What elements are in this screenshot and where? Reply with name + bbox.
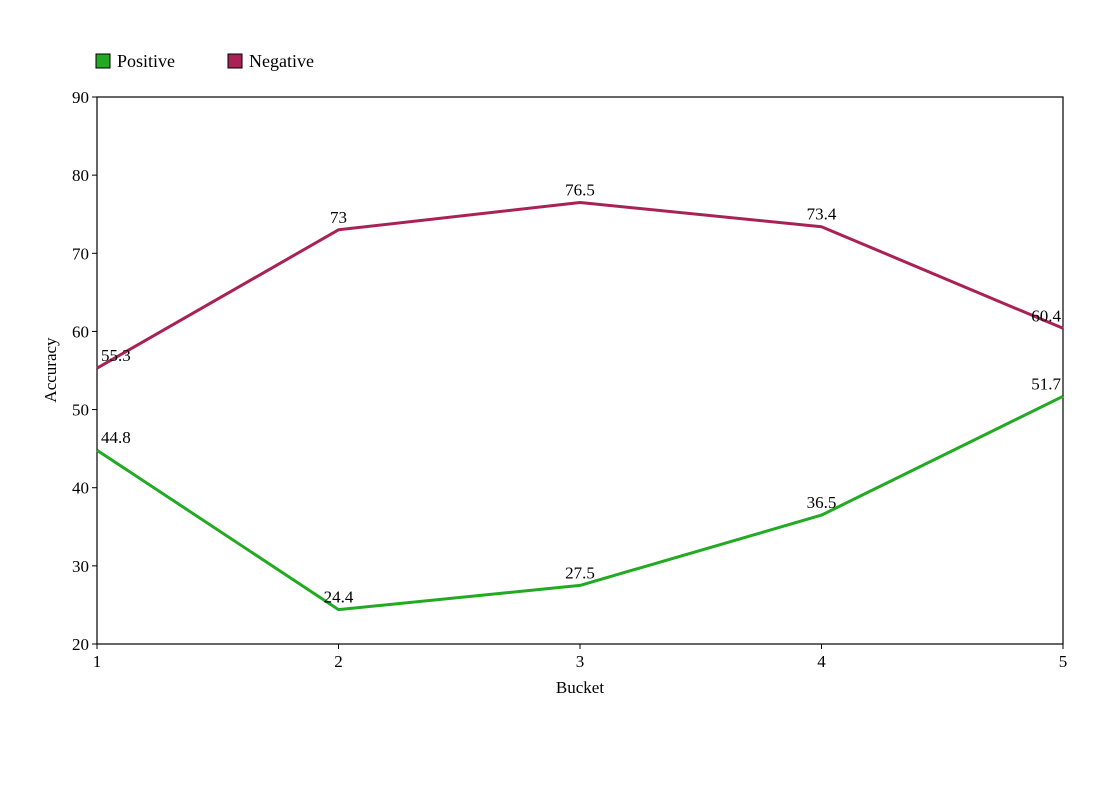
data-label: 55.3	[101, 346, 131, 365]
y-tick-label: 60	[72, 322, 89, 341]
x-tick-label: 1	[93, 652, 102, 671]
legend-swatch-negative	[227, 53, 243, 69]
x-tick-label: 4	[817, 652, 826, 671]
x-axis: 1 2 3 4 5	[93, 644, 1068, 671]
series-line-negative	[96, 201, 1064, 370]
data-label: 73	[330, 208, 347, 227]
y-tick-label: 20	[72, 635, 89, 654]
series-lines	[96, 201, 1064, 612]
plot-area-frame	[96, 96, 1064, 645]
legend-swatch-positive	[95, 53, 111, 69]
data-label: 60.4	[1031, 306, 1061, 325]
y-tick-label: 50	[72, 401, 89, 420]
x-tick-label: 5	[1059, 652, 1068, 671]
x-tick-label: 2	[334, 652, 343, 671]
data-label: 76.5	[565, 180, 595, 199]
series-line-positive	[96, 394, 1064, 612]
y-tick-label: 30	[72, 557, 89, 576]
x-tick-label: 3	[576, 652, 585, 671]
data-label: 27.5	[565, 563, 595, 582]
data-label: 44.8	[101, 428, 131, 447]
data-label: 36.5	[807, 493, 837, 512]
legend: Positive Negative	[95, 51, 314, 71]
y-axis-title: Accuracy	[41, 337, 60, 403]
y-axis: 20 30 40 50 60 70 80 90	[72, 88, 97, 654]
legend-label-positive: Positive	[117, 51, 175, 71]
data-labels: 44.8 24.4 27.5 36.5 51.7 55.3 73 76.5 73.4 60.4	[101, 180, 1062, 606]
y-tick-label: 70	[72, 244, 89, 263]
y-tick-label: 40	[72, 479, 89, 498]
data-label: 24.4	[324, 588, 354, 607]
legend-label-negative: Negative	[249, 51, 314, 71]
x-axis-title: Bucket	[556, 678, 604, 697]
y-tick-label: 90	[72, 88, 89, 107]
y-tick-label: 80	[72, 166, 89, 185]
data-label: 73.4	[807, 205, 837, 224]
data-label: 51.7	[1031, 374, 1061, 393]
